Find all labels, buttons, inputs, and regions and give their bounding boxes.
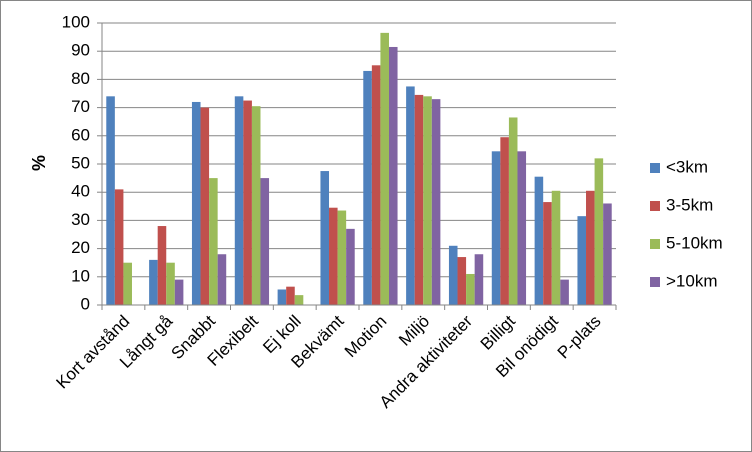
legend-swatch [650,163,660,173]
bar [191,101,201,306]
bar [174,279,184,305]
legend-label: >10km [666,271,718,290]
y-tick-label: 90 [71,41,90,60]
y-tick-label: 40 [71,182,90,201]
bar [234,96,244,305]
y-tick-label: 100 [62,12,90,31]
bar [106,96,115,305]
y-tick-label: 30 [71,210,90,229]
bar [320,171,330,305]
bar [517,151,527,305]
bar [260,178,270,305]
bar [166,262,175,305]
bar [123,262,132,305]
bar [466,273,475,305]
bar [457,257,467,305]
bar [474,254,484,305]
bar [286,286,295,305]
bar [423,96,432,305]
bar [586,190,595,305]
bar [543,202,552,305]
legend-swatch [650,277,660,287]
bar [243,100,252,305]
y-tick-label: 70 [71,97,90,116]
bar [371,65,381,305]
bar [448,245,458,305]
bar [560,279,569,305]
bar [491,151,501,305]
bar [157,226,167,305]
bar [209,178,218,305]
bar [346,228,355,305]
y-tick-label: 0 [81,294,90,313]
bar [380,32,389,306]
bar [363,70,372,305]
bar [337,210,347,305]
legend-label: <3km [666,157,708,176]
bar [414,94,424,305]
bar [217,254,227,305]
y-tick-label: 80 [71,69,90,88]
y-tick-label: 50 [71,153,90,172]
bar [406,86,415,305]
bar [149,259,158,305]
y-tick-label: 60 [71,125,90,144]
bar [500,137,509,305]
bar [114,189,124,305]
bar [277,289,287,305]
legend-label: 3-5km [666,195,713,214]
y-tick-label: 20 [71,238,90,257]
legend-swatch [650,201,660,211]
legend-label: 5-10km [666,233,723,252]
bar [508,117,518,305]
y-axis-label: % [29,155,49,171]
bar [294,295,304,305]
bar [577,216,587,305]
y-tick-label: 10 [71,266,90,285]
legend-swatch [650,239,660,249]
bar [594,158,604,305]
bar [551,190,561,305]
bar [534,176,544,305]
bar [329,207,338,305]
bar [251,106,261,305]
bar [431,99,441,305]
bar [200,107,210,305]
bar [603,203,612,305]
bar [388,46,398,305]
